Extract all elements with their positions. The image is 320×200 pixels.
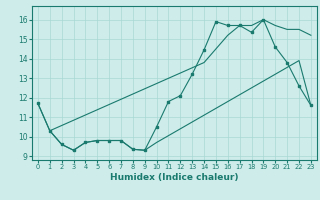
X-axis label: Humidex (Indice chaleur): Humidex (Indice chaleur) — [110, 173, 239, 182]
